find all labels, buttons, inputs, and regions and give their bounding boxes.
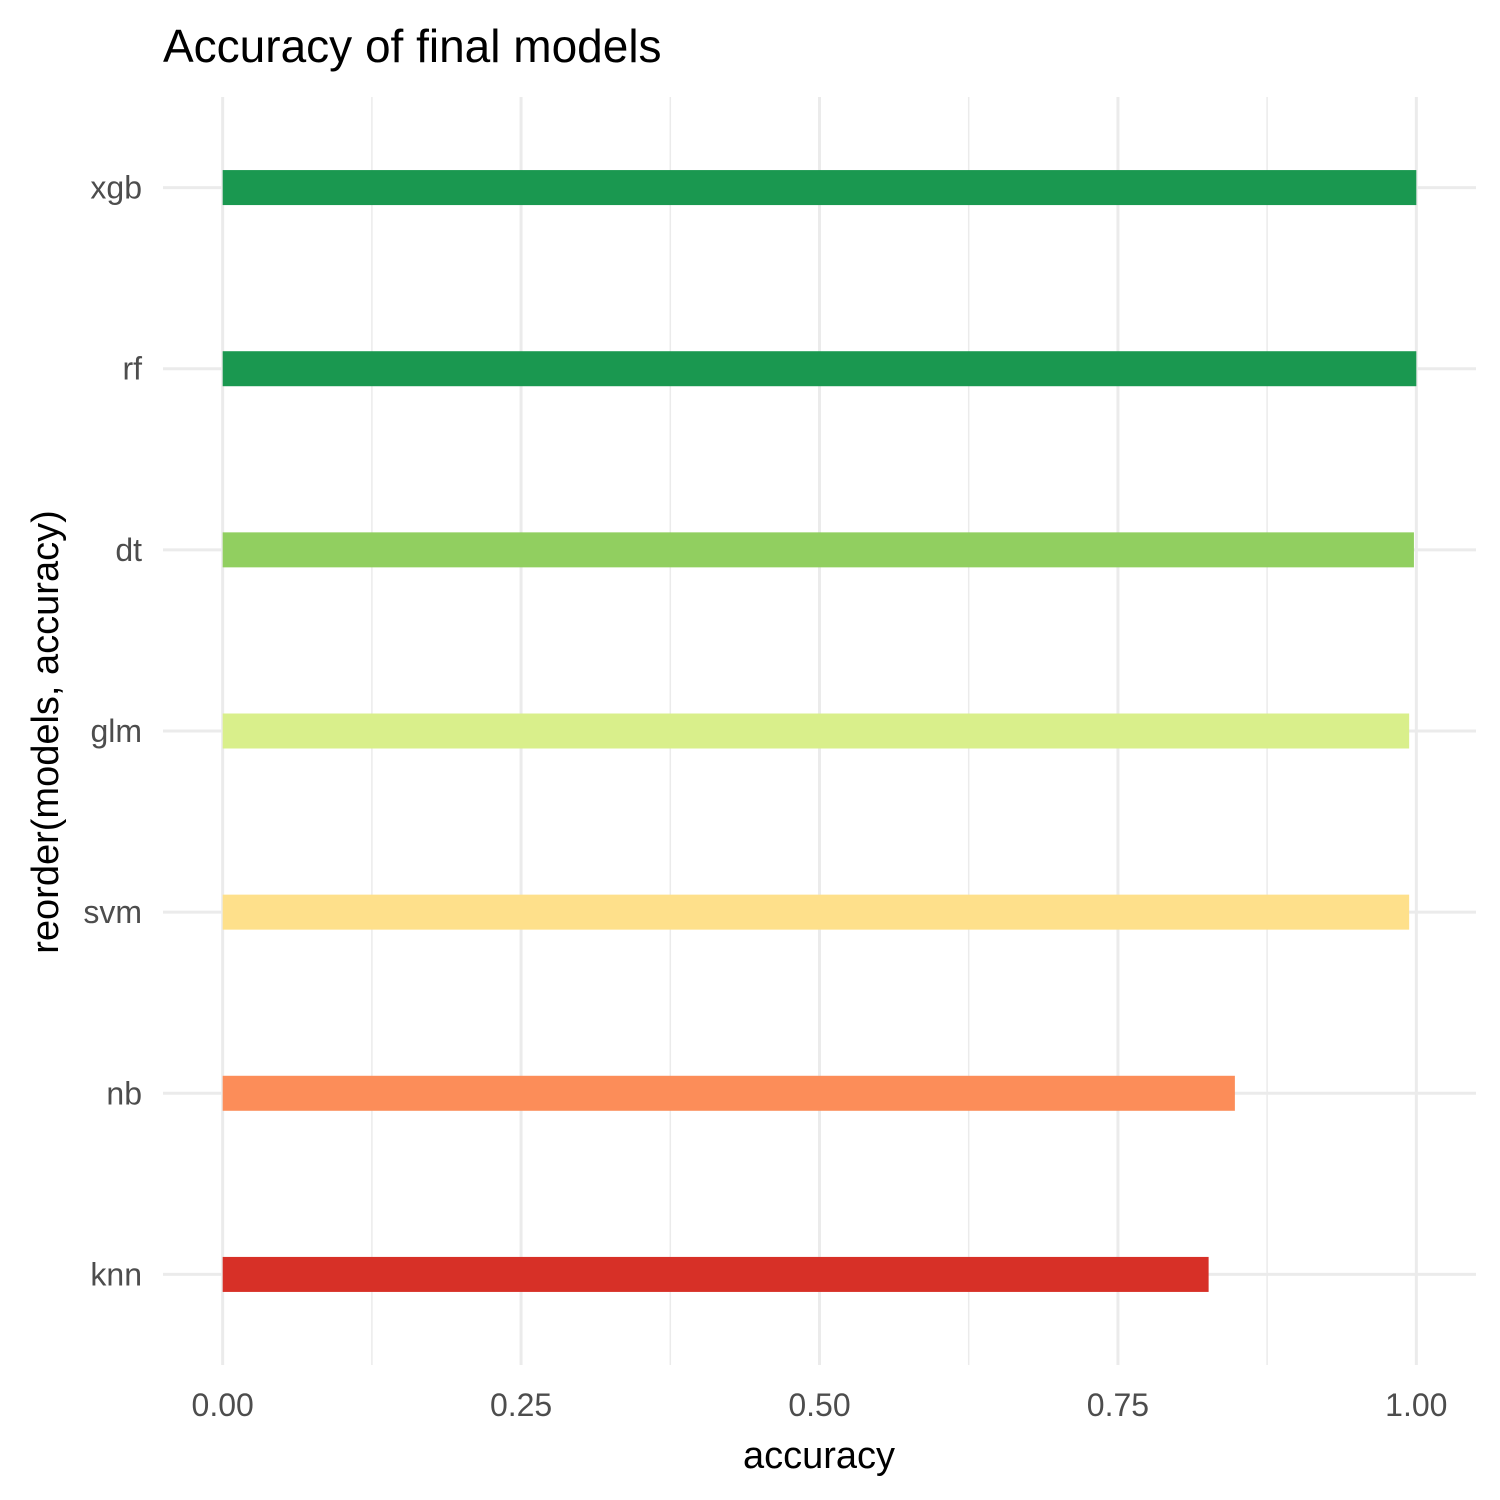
y-axis-title: reorder(models, accuracy) bbox=[25, 510, 67, 953]
y-axis-tick-labels: knn nb svm glm dt rf xgb bbox=[83, 170, 142, 1293]
y-tick-label: glm bbox=[90, 713, 142, 749]
bar-nb bbox=[222, 1075, 1235, 1111]
y-tick-label: nb bbox=[106, 1075, 142, 1111]
bar-svm bbox=[222, 894, 1410, 930]
y-tick-label: dt bbox=[115, 532, 142, 568]
bar-xgb bbox=[222, 170, 1417, 206]
bar-glm bbox=[222, 713, 1410, 749]
x-tick-label: 0.75 bbox=[1087, 1387, 1149, 1423]
y-tick-label: rf bbox=[122, 351, 142, 387]
x-axis-title: accuracy bbox=[743, 1435, 895, 1477]
x-tick-label: 0.50 bbox=[788, 1387, 850, 1423]
y-tick-label: svm bbox=[83, 894, 142, 930]
bar-knn bbox=[222, 1256, 1209, 1292]
y-tick-label: knn bbox=[90, 1256, 142, 1292]
y-tick-label: xgb bbox=[90, 170, 142, 206]
x-tick-label: 1.00 bbox=[1385, 1387, 1447, 1423]
bar-rf bbox=[222, 351, 1417, 387]
x-tick-label: 0.25 bbox=[490, 1387, 552, 1423]
x-tick-label: 0.00 bbox=[192, 1387, 254, 1423]
chart-title: Accuracy of final models bbox=[163, 20, 662, 72]
bars bbox=[222, 170, 1417, 1292]
bar-dt bbox=[222, 532, 1414, 568]
x-axis-tick-labels: 0.00 0.25 0.50 0.75 1.00 bbox=[192, 1387, 1448, 1423]
